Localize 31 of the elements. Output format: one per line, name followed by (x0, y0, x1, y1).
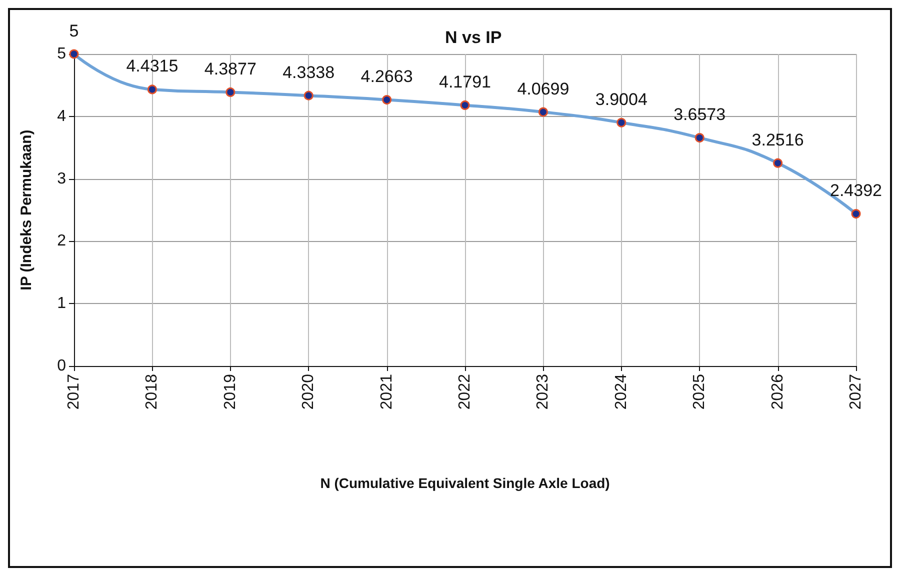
y-tick-label: 1 (57, 295, 66, 312)
y-tick-label: 2 (57, 232, 66, 250)
y-tick-label: 3 (57, 170, 66, 188)
data-label: 4.3877 (204, 59, 256, 78)
data-label: 4.3338 (282, 62, 335, 82)
data-label: 4.1791 (439, 72, 491, 92)
y-axis-title: IP (Indeks Permukaan) (18, 130, 35, 290)
data-label: 3.6573 (674, 105, 726, 124)
data-label: 4.0699 (517, 79, 570, 98)
x-axis-title: N (Cumulative Equivalent Single Axle Load) (320, 475, 610, 491)
x-tick-label: 2019 (222, 374, 239, 410)
data-label: 2.4392 (830, 181, 882, 200)
x-tick-label: 2023 (534, 374, 552, 410)
y-tick-label: 5 (57, 46, 66, 62)
x-tick-label: 2027 (848, 374, 864, 410)
x-tick-label: 2018 (144, 374, 161, 410)
data-label: 4.4315 (126, 56, 178, 76)
y-tick-label: 0 (57, 358, 66, 374)
x-tick-label: 2026 (769, 374, 786, 410)
chart-title: N vs IP (445, 28, 502, 47)
data-label: 3.2516 (752, 130, 804, 150)
y-tick-label: 4 (57, 108, 66, 125)
x-tick-label: 2020 (300, 374, 318, 410)
data-label: 5 (69, 21, 79, 40)
data-label: 4.2663 (360, 67, 413, 86)
x-tick-label: 2022 (456, 374, 474, 410)
x-tick-label: 2017 (66, 374, 82, 410)
data-label: 3.9004 (595, 90, 648, 109)
x-tick-label: 2025 (691, 374, 708, 410)
x-tick-label: 2024 (612, 374, 630, 410)
x-tick-label: 2021 (378, 374, 396, 410)
